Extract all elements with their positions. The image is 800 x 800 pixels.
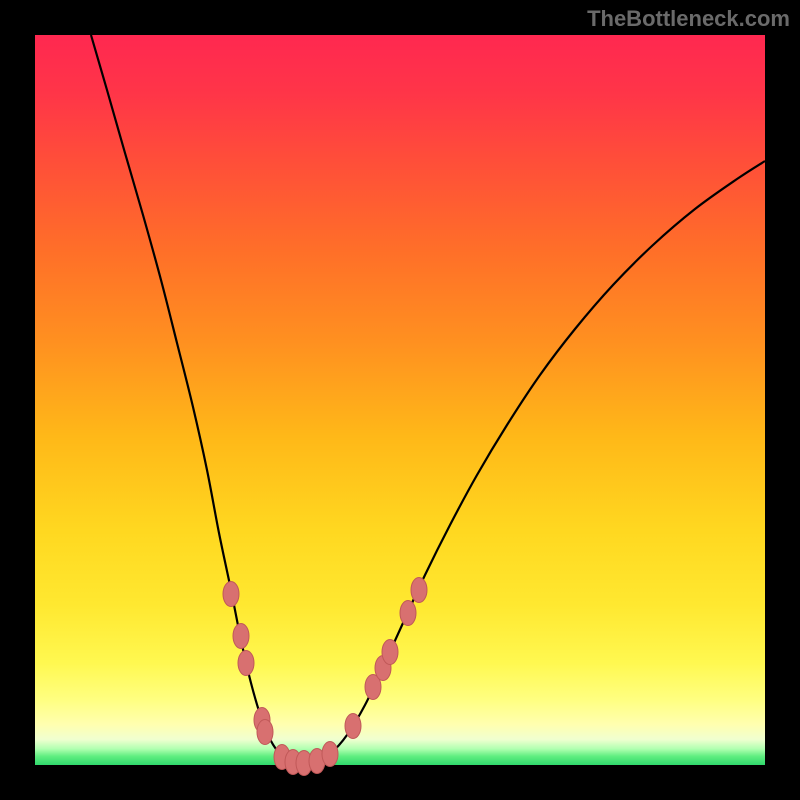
data-marker (411, 578, 427, 603)
data-marker (382, 640, 398, 665)
data-marker (322, 742, 338, 767)
data-marker (257, 720, 273, 745)
data-marker (238, 651, 254, 676)
data-marker (345, 714, 361, 739)
data-marker (400, 601, 416, 626)
watermark-text: TheBottleneck.com (587, 6, 790, 32)
chart-svg (0, 0, 800, 800)
chart-container: TheBottleneck.com (0, 0, 800, 800)
data-marker (223, 582, 239, 607)
data-marker (233, 624, 249, 649)
plot-background (35, 35, 765, 765)
